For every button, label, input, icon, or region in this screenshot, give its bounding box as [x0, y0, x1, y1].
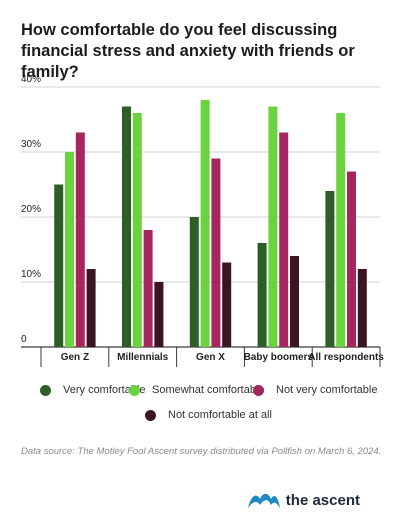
- bar-not-very-comfortable: [279, 132, 289, 347]
- bar-very-comfortable: [54, 184, 64, 347]
- data-source-note: Data source: The Motley Fool Ascent surv…: [21, 446, 382, 457]
- bar-very-comfortable: [189, 217, 199, 347]
- bar-very-comfortable: [122, 106, 131, 347]
- category-label: Millennials: [117, 352, 169, 363]
- y-tick-label: 30%: [21, 139, 41, 150]
- category-label: All respondents: [308, 352, 384, 363]
- y-tick-label: 0: [21, 334, 27, 345]
- bar-not-very-comfortable: [347, 171, 356, 347]
- bar-not-comfortable-at-all: [222, 262, 232, 347]
- bar-not-very-comfortable: [143, 230, 153, 347]
- category-label: Gen Z: [61, 352, 89, 363]
- bar-somewhat-comfortable: [336, 113, 346, 347]
- bar-layer: [54, 100, 367, 347]
- bar-not-comfortable-at-all: [357, 269, 367, 347]
- bar-very-comfortable: [257, 243, 267, 347]
- bar-very-comfortable: [325, 191, 335, 347]
- brand-logo: the ascent: [247, 490, 360, 510]
- category-label: Baby boomers: [244, 352, 314, 363]
- bar-not-very-comfortable: [75, 132, 85, 347]
- category-label: Gen X: [196, 352, 225, 363]
- bar-not-very-comfortable: [211, 158, 221, 347]
- bar-somewhat-comfortable: [132, 113, 142, 347]
- bar-not-comfortable-at-all: [290, 256, 299, 347]
- brand-name: the ascent: [285, 491, 360, 509]
- y-tick-label: 20%: [21, 204, 41, 215]
- y-tick-label: 40%: [21, 74, 41, 85]
- bar-not-comfortable-at-all: [154, 282, 164, 347]
- bar-somewhat-comfortable: [65, 152, 74, 347]
- bar-somewhat-comfortable: [200, 100, 210, 347]
- y-tick-label: 10%: [21, 269, 41, 280]
- bar-somewhat-comfortable: [268, 106, 278, 347]
- axis-layer: 0 10% 20% 30% 40% Gen Z Millennials Gen X Baby b…: [21, 74, 384, 367]
- chart-title: How comfortable do you feel discussing f…: [21, 21, 355, 81]
- ascent-logo-icon: [247, 493, 280, 508]
- bar-not-comfortable-at-all: [86, 269, 96, 347]
